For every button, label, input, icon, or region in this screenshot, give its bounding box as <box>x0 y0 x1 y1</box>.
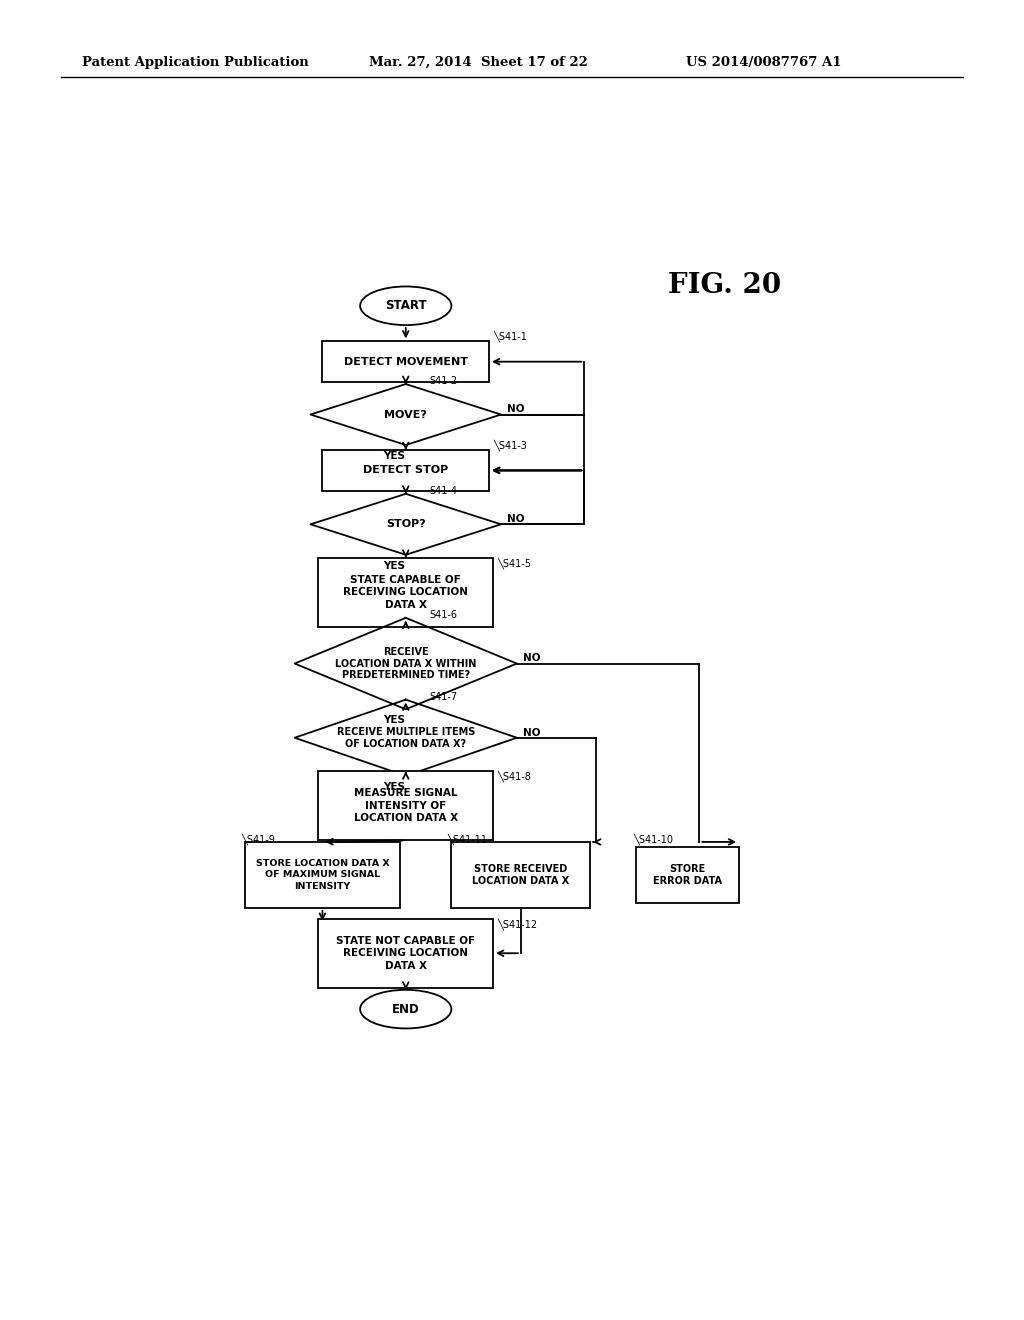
Text: ╲S41-3: ╲S41-3 <box>494 440 527 451</box>
Text: S41-6: S41-6 <box>430 610 458 620</box>
Text: S41-2: S41-2 <box>430 376 458 385</box>
Text: ╲S41-11: ╲S41-11 <box>447 833 487 845</box>
Text: YES: YES <box>383 561 404 570</box>
Text: NO: NO <box>523 727 541 738</box>
Ellipse shape <box>360 990 452 1028</box>
Text: ╲S41-9: ╲S41-9 <box>241 833 275 845</box>
Text: YES: YES <box>383 781 404 792</box>
Text: STATE CAPABLE OF
RECEIVING LOCATION
DATA X: STATE CAPABLE OF RECEIVING LOCATION DATA… <box>343 576 468 610</box>
Text: ╲S41-8: ╲S41-8 <box>497 771 530 783</box>
Polygon shape <box>310 384 501 445</box>
FancyBboxPatch shape <box>245 842 399 908</box>
Text: Patent Application Publication: Patent Application Publication <box>82 55 308 69</box>
Text: STATE NOT CAPABLE OF
RECEIVING LOCATION
DATA X: STATE NOT CAPABLE OF RECEIVING LOCATION … <box>336 936 475 970</box>
Text: MEASURE SIGNAL
INTENSITY OF
LOCATION DATA X: MEASURE SIGNAL INTENSITY OF LOCATION DAT… <box>353 788 458 824</box>
Text: START: START <box>385 300 427 313</box>
Text: ╲S41-10: ╲S41-10 <box>634 833 674 845</box>
Text: YES: YES <box>383 451 404 461</box>
Text: DETECT MOVEMENT: DETECT MOVEMENT <box>344 356 468 367</box>
Text: S41-7: S41-7 <box>430 692 458 702</box>
Text: NO: NO <box>507 515 525 524</box>
Text: STORE RECEIVED
LOCATION DATA X: STORE RECEIVED LOCATION DATA X <box>472 863 569 886</box>
Text: S41-4: S41-4 <box>430 486 458 496</box>
Polygon shape <box>295 618 517 709</box>
Ellipse shape <box>360 286 452 325</box>
Text: MOVE?: MOVE? <box>384 409 427 420</box>
Text: FIG. 20: FIG. 20 <box>668 272 780 298</box>
Text: END: END <box>392 1003 420 1015</box>
Text: RECEIVE MULTIPLE ITEMS
OF LOCATION DATA X?: RECEIVE MULTIPLE ITEMS OF LOCATION DATA … <box>337 727 475 748</box>
Text: ╲S41-1: ╲S41-1 <box>494 330 527 342</box>
FancyBboxPatch shape <box>323 450 489 491</box>
Text: RECEIVE
LOCATION DATA X WITHIN
PREDETERMINED TIME?: RECEIVE LOCATION DATA X WITHIN PREDETERM… <box>335 647 476 680</box>
FancyBboxPatch shape <box>636 847 739 903</box>
Text: YES: YES <box>383 715 404 726</box>
FancyBboxPatch shape <box>452 842 590 908</box>
Text: ╲S41-5: ╲S41-5 <box>497 557 531 569</box>
Text: Mar. 27, 2014  Sheet 17 of 22: Mar. 27, 2014 Sheet 17 of 22 <box>369 55 588 69</box>
Polygon shape <box>295 700 517 776</box>
Text: STOP?: STOP? <box>386 519 426 529</box>
FancyBboxPatch shape <box>318 771 494 841</box>
FancyBboxPatch shape <box>323 342 489 381</box>
Text: STORE
ERROR DATA: STORE ERROR DATA <box>653 863 722 886</box>
FancyBboxPatch shape <box>318 919 494 987</box>
Text: DETECT STOP: DETECT STOP <box>364 466 449 475</box>
Text: US 2014/0087767 A1: US 2014/0087767 A1 <box>686 55 842 69</box>
Polygon shape <box>310 494 501 554</box>
Text: STORE LOCATION DATA X
OF MAXIMUM SIGNAL
INTENSITY: STORE LOCATION DATA X OF MAXIMUM SIGNAL … <box>256 859 389 891</box>
Text: NO: NO <box>507 404 525 414</box>
FancyBboxPatch shape <box>318 558 494 627</box>
Text: ╲S41-12: ╲S41-12 <box>497 917 538 929</box>
Text: NO: NO <box>523 653 541 664</box>
